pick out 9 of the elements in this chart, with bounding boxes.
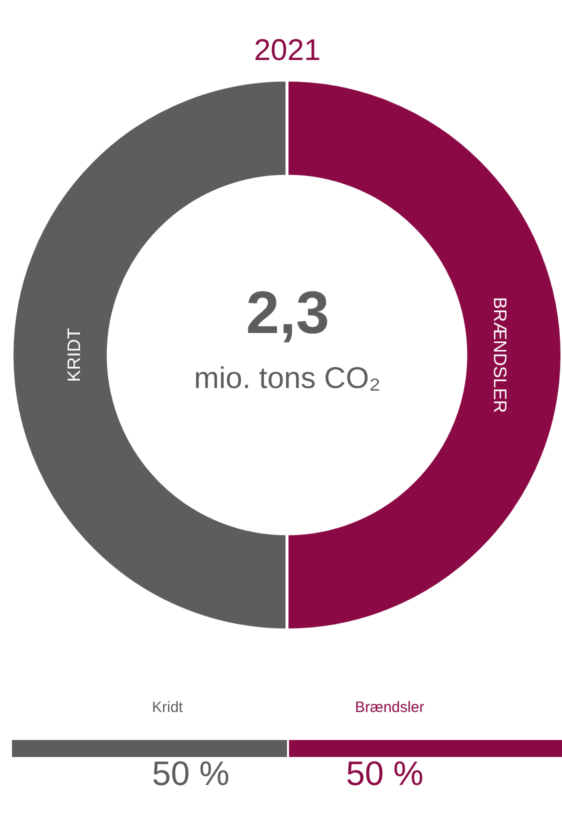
slice-label: Brændsler	[355, 699, 424, 716]
chart-title: 2021	[254, 34, 321, 67]
slice-label: Kridt	[152, 699, 184, 716]
text: BRÆNDSLER	[490, 297, 510, 414]
text: mio. tons CO₂	[194, 362, 381, 395]
data-label: 50 %	[152, 755, 230, 793]
text: KRIDT	[64, 328, 84, 382]
text: 2,3	[246, 279, 330, 346]
data-label: 50 %	[346, 755, 424, 793]
